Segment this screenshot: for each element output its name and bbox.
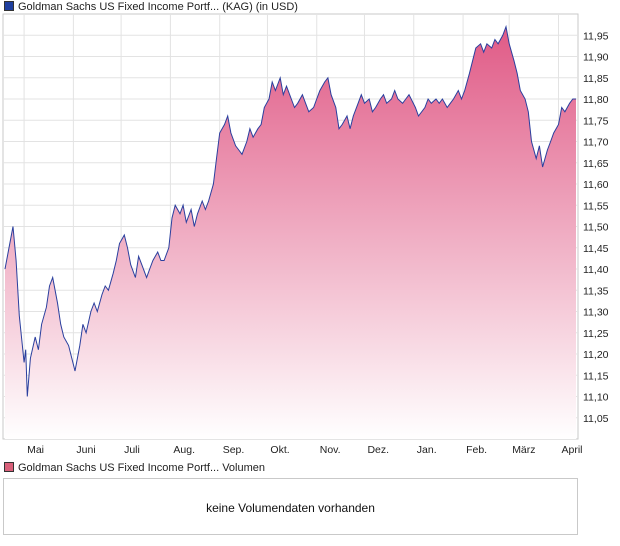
no-volume-message: keine Volumendaten vorhanden bbox=[206, 501, 375, 515]
y-tick-label: 11,75 bbox=[583, 115, 609, 127]
x-tick-label: Nov. bbox=[320, 444, 341, 456]
x-tick-label: Feb. bbox=[466, 444, 487, 456]
y-axis: 11,05 11,10 11,15 11,20 11,25 11,30 11,35 11,40… bbox=[583, 30, 609, 425]
y-tick-label: 11,95 bbox=[583, 30, 609, 42]
y-tick-label: 11,55 bbox=[583, 200, 609, 212]
price-area bbox=[5, 26, 576, 439]
y-tick-label: 11,35 bbox=[583, 285, 609, 297]
y-tick-label: 11,90 bbox=[583, 52, 609, 64]
y-tick-label: 11,80 bbox=[583, 94, 609, 106]
price-line bbox=[4, 24, 576, 397]
y-tick-label: 11,70 bbox=[583, 137, 609, 149]
y-tick-label: 11,30 bbox=[583, 307, 609, 319]
y-tick-label: 11,40 bbox=[583, 264, 609, 276]
y-tick-label: 11,25 bbox=[583, 328, 609, 340]
x-tick-label: Okt. bbox=[270, 444, 289, 456]
y-tick-label: 11,45 bbox=[583, 243, 609, 255]
x-tick-label: Dez. bbox=[367, 444, 389, 456]
volume-legend-swatch bbox=[4, 462, 14, 472]
price-legend-label: Goldman Sachs US Fixed Income Portf... (… bbox=[18, 1, 298, 13]
y-tick-label: 11,15 bbox=[583, 370, 609, 382]
y-tick-label: 11,50 bbox=[583, 222, 609, 234]
x-tick-label: Aug. bbox=[173, 444, 195, 456]
x-tick-label: Mai bbox=[27, 444, 44, 456]
y-tick-label: 11,65 bbox=[583, 158, 609, 170]
x-axis: Mai Juni Juli Aug. Sep. Okt. Nov. Dez. Jan. Feb. M… bbox=[27, 444, 582, 456]
volume-legend-label: Goldman Sachs US Fixed Income Portf... V… bbox=[18, 462, 266, 474]
price-legend-swatch bbox=[4, 1, 14, 11]
volume-panel: keine Volumendaten vorhanden bbox=[3, 478, 578, 535]
y-tick-label: 11,05 bbox=[583, 413, 609, 425]
y-tick-label: 11,85 bbox=[583, 73, 609, 85]
x-tick-label: Juli bbox=[124, 444, 140, 456]
x-tick-label: Juni bbox=[76, 444, 95, 456]
y-tick-label: 11,60 bbox=[583, 179, 609, 191]
x-tick-label: Sep. bbox=[223, 444, 245, 456]
x-tick-label: Jan. bbox=[417, 444, 437, 456]
y-tick-label: 11,20 bbox=[583, 349, 609, 361]
price-legend: Goldman Sachs US Fixed Income Portf... (… bbox=[4, 0, 298, 14]
y-tick-label: 11,10 bbox=[583, 392, 609, 404]
x-tick-label: März bbox=[512, 444, 535, 456]
price-chart: 11,05 11,10 11,15 11,20 11,25 11,30 11,35 11,40… bbox=[2, 13, 609, 456]
x-tick-label: April bbox=[562, 444, 583, 456]
volume-legend: Goldman Sachs US Fixed Income Portf... V… bbox=[4, 461, 265, 475]
